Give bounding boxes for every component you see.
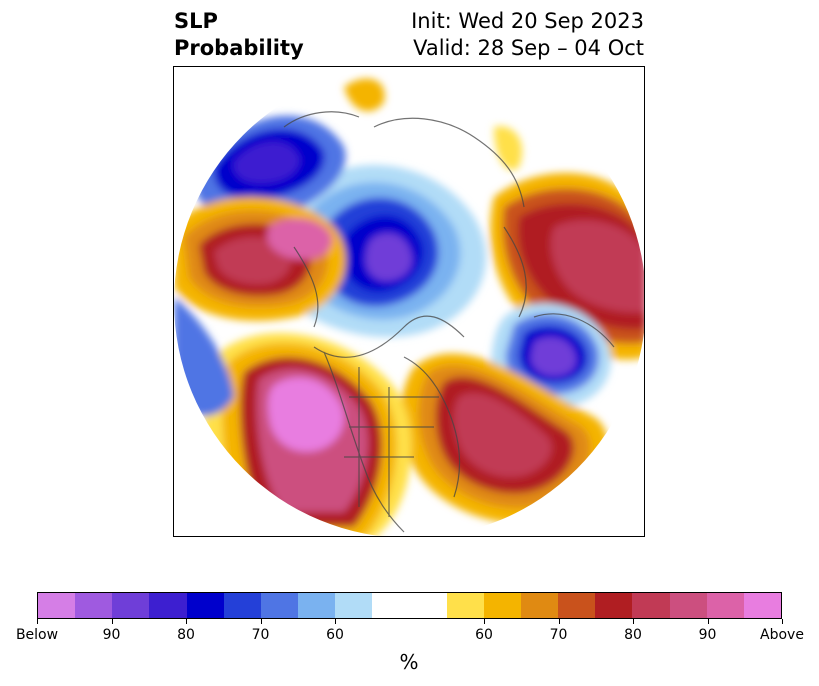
colorbar-tick-label: 80 xyxy=(624,627,642,643)
valid-dates: Valid: 28 Sep – 04 Oct xyxy=(413,36,644,60)
colorbar-tick-mark xyxy=(37,619,38,624)
colorbar-tick-label: Above xyxy=(760,627,804,643)
colorbar-segment xyxy=(335,593,373,618)
colorbar-tick-mark xyxy=(186,619,187,624)
colorbar-segment xyxy=(75,593,113,618)
colorbar-tick-label: Below xyxy=(15,627,59,643)
colorbar-tick-label: 70 xyxy=(549,627,568,643)
colorbar-segment xyxy=(483,593,522,618)
colorbar-tick-mark xyxy=(111,619,113,624)
colorbar-tick-mark xyxy=(260,619,262,624)
colorbar-segment xyxy=(372,593,447,618)
colorbar-tick-label: 60 xyxy=(475,627,493,643)
colorbar-tick-mark xyxy=(558,619,560,624)
colorbar-tick-mark xyxy=(335,619,336,624)
map-canvas xyxy=(174,67,644,536)
colorbar-segment xyxy=(558,593,596,618)
colorbar-segment xyxy=(743,593,782,618)
colorbar-segment xyxy=(38,593,76,618)
colorbar-tick-mark xyxy=(782,619,783,624)
init-date: Init: Wed 20 Sep 2023 xyxy=(411,9,644,33)
colorbar-tick-label: 80 xyxy=(177,627,195,643)
colorbar-segment xyxy=(186,593,224,618)
colorbar-tick-mark xyxy=(633,619,634,624)
colorbar-segment xyxy=(669,593,707,618)
colorbar-segment xyxy=(112,593,150,618)
title-line-2: Probability xyxy=(174,36,304,60)
map-title: SLP Probability xyxy=(174,8,304,62)
title-line-1: SLP xyxy=(174,9,218,33)
colorbar-tick-mark xyxy=(707,619,709,624)
colorbar-tick-label: 90 xyxy=(698,627,717,643)
colorbar-tick-mark xyxy=(484,619,485,624)
colorbar-tick-label: 90 xyxy=(102,627,121,643)
colorbar-segment xyxy=(706,593,744,618)
probability-map xyxy=(173,66,645,537)
colorbar-segment xyxy=(595,593,633,618)
colorbar-segment xyxy=(446,593,484,618)
colorbar-segment xyxy=(521,593,559,618)
colorbar-segment xyxy=(149,593,187,618)
colorbar-segment xyxy=(298,593,336,618)
colorbar-tick-label: 70 xyxy=(251,627,270,643)
colorbar-segment xyxy=(632,593,670,618)
colorbar-segment xyxy=(260,593,299,618)
colorbar-unit-label: % xyxy=(399,650,419,674)
colorbar-segment xyxy=(223,593,261,618)
coastlines xyxy=(283,111,615,533)
probability-field xyxy=(174,67,644,536)
colorbar xyxy=(37,592,782,619)
forecast-dates: Init: Wed 20 Sep 2023 Valid: 28 Sep – 04… xyxy=(411,8,644,62)
colorbar-tick-label: 60 xyxy=(326,627,344,643)
